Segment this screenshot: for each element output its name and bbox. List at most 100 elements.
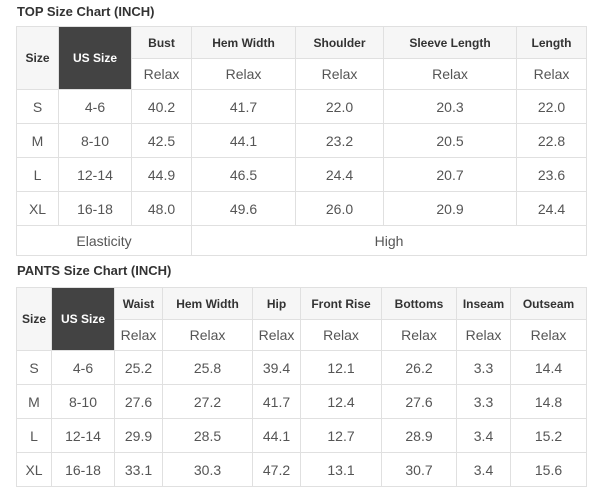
fit-cell: Relax — [516, 58, 587, 90]
value-cell: 27.6 — [381, 384, 457, 419]
top-header-row: Size US Size Bust Hem Width Shoulder Sle… — [16, 26, 587, 90]
table-row: XL 16-18 33.1 30.3 47.2 13.1 30.7 3.4 15… — [16, 452, 587, 487]
pants-col-us-size: US Size — [51, 287, 115, 351]
top-col-bust: Bust — [131, 26, 192, 59]
value-cell: 39.4 — [252, 350, 301, 385]
value-cell: 48.0 — [131, 191, 192, 226]
value-cell: 33.1 — [114, 452, 163, 487]
value-cell: 44.1 — [191, 123, 296, 158]
value-cell: 40.2 — [131, 89, 192, 124]
value-cell: 3.3 — [456, 350, 511, 385]
fit-cell: Relax — [456, 319, 511, 351]
pants-col-hip: Hip — [252, 287, 301, 320]
us-size-cell: 16-18 — [58, 191, 132, 226]
value-cell: 22.8 — [516, 123, 587, 158]
table-row: S 4-6 40.2 41.7 22.0 20.3 22.0 — [16, 89, 587, 124]
value-cell: 29.9 — [114, 418, 163, 453]
size-cell: XL — [16, 452, 52, 487]
value-cell: 28.5 — [162, 418, 253, 453]
pants-chart-title: PANTS Size Chart (INCH) — [17, 263, 172, 278]
fit-cell: Relax — [295, 58, 384, 90]
value-cell: 20.9 — [383, 191, 517, 226]
top-chart-title: TOP Size Chart (INCH) — [17, 4, 155, 19]
pants-col-front-rise: Front Rise — [300, 287, 382, 320]
fit-cell: Relax — [191, 58, 296, 90]
value-cell: 42.5 — [131, 123, 192, 158]
value-cell: 44.9 — [131, 157, 192, 192]
top-col-hem-width: Hem Width — [191, 26, 296, 59]
fit-cell: Relax — [300, 319, 382, 351]
us-size-cell: 12-14 — [58, 157, 132, 192]
value-cell: 23.2 — [295, 123, 384, 158]
us-size-cell: 8-10 — [58, 123, 132, 158]
value-cell: 14.8 — [510, 384, 587, 419]
fit-cell: Relax — [510, 319, 587, 351]
size-cell: S — [16, 350, 52, 385]
value-cell: 49.6 — [191, 191, 296, 226]
pants-header-row: Size US Size Waist Hem Width Hip Front R… — [16, 287, 587, 351]
pants-col-outseam: Outseam — [510, 287, 587, 320]
fit-cell: Relax — [252, 319, 301, 351]
table-row: M 8-10 42.5 44.1 23.2 20.5 22.8 — [16, 123, 587, 158]
us-size-cell: 4-6 — [58, 89, 132, 124]
top-col-length: Length — [516, 26, 587, 59]
value-cell: 47.2 — [252, 452, 301, 487]
fit-cell: Relax — [383, 58, 517, 90]
us-size-cell: 8-10 — [51, 384, 115, 419]
value-cell: 25.2 — [114, 350, 163, 385]
top-size-chart-table: Size US Size Bust Hem Width Shoulder Sle… — [16, 26, 587, 256]
value-cell: 44.1 — [252, 418, 301, 453]
value-cell: 24.4 — [516, 191, 587, 226]
value-cell: 15.2 — [510, 418, 587, 453]
value-cell: 14.4 — [510, 350, 587, 385]
us-size-cell: 16-18 — [51, 452, 115, 487]
top-col-size: Size — [16, 26, 59, 90]
top-col-us-size: US Size — [58, 26, 132, 90]
table-row: XL 16-18 48.0 49.6 26.0 20.9 24.4 — [16, 191, 587, 226]
value-cell: 12.4 — [300, 384, 382, 419]
pants-col-bottoms: Bottoms — [381, 287, 457, 320]
table-row: L 12-14 29.9 28.5 44.1 12.7 28.9 3.4 15.… — [16, 418, 587, 453]
value-cell: 20.7 — [383, 157, 517, 192]
value-cell: 30.3 — [162, 452, 253, 487]
value-cell: 12.1 — [300, 350, 382, 385]
size-cell: L — [16, 418, 52, 453]
us-size-cell: 4-6 — [51, 350, 115, 385]
size-cell: M — [16, 384, 52, 419]
pants-col-hem-width: Hem Width — [162, 287, 253, 320]
table-row: L 12-14 44.9 46.5 24.4 20.7 23.6 — [16, 157, 587, 192]
fit-cell: Relax — [162, 319, 253, 351]
value-cell: 27.6 — [114, 384, 163, 419]
value-cell: 22.0 — [516, 89, 587, 124]
pants-col-size: Size — [16, 287, 52, 351]
value-cell: 12.7 — [300, 418, 382, 453]
value-cell: 3.4 — [456, 452, 511, 487]
value-cell: 27.2 — [162, 384, 253, 419]
value-cell: 30.7 — [381, 452, 457, 487]
table-row: M 8-10 27.6 27.2 41.7 12.4 27.6 3.3 14.8 — [16, 384, 587, 419]
value-cell: 25.8 — [162, 350, 253, 385]
size-cell: L — [16, 157, 59, 192]
size-cell: M — [16, 123, 59, 158]
value-cell: 3.4 — [456, 418, 511, 453]
table-row: S 4-6 25.2 25.8 39.4 12.1 26.2 3.3 14.4 — [16, 350, 587, 385]
fit-cell: Relax — [131, 58, 192, 90]
value-cell: 24.4 — [295, 157, 384, 192]
top-col-sleeve-length: Sleeve Length — [383, 26, 517, 59]
value-cell: 20.3 — [383, 89, 517, 124]
value-cell: 20.5 — [383, 123, 517, 158]
value-cell: 26.0 — [295, 191, 384, 226]
top-fit-row: Relax Relax Relax Relax Relax — [17, 58, 587, 90]
value-cell: 13.1 — [300, 452, 382, 487]
size-cell: S — [16, 89, 59, 124]
pants-size-chart-table: Size US Size Waist Hem Width Hip Front R… — [16, 287, 587, 487]
value-cell: 46.5 — [191, 157, 296, 192]
value-cell: 22.0 — [295, 89, 384, 124]
fit-cell: Relax — [381, 319, 457, 351]
elasticity-row: Elasticity High — [16, 225, 587, 256]
us-size-cell: 12-14 — [51, 418, 115, 453]
elasticity-value: High — [191, 225, 587, 256]
elasticity-label: Elasticity — [16, 225, 192, 256]
pants-fit-row: Relax Relax Relax Relax Relax Relax Rela… — [17, 319, 587, 351]
value-cell: 26.2 — [381, 350, 457, 385]
